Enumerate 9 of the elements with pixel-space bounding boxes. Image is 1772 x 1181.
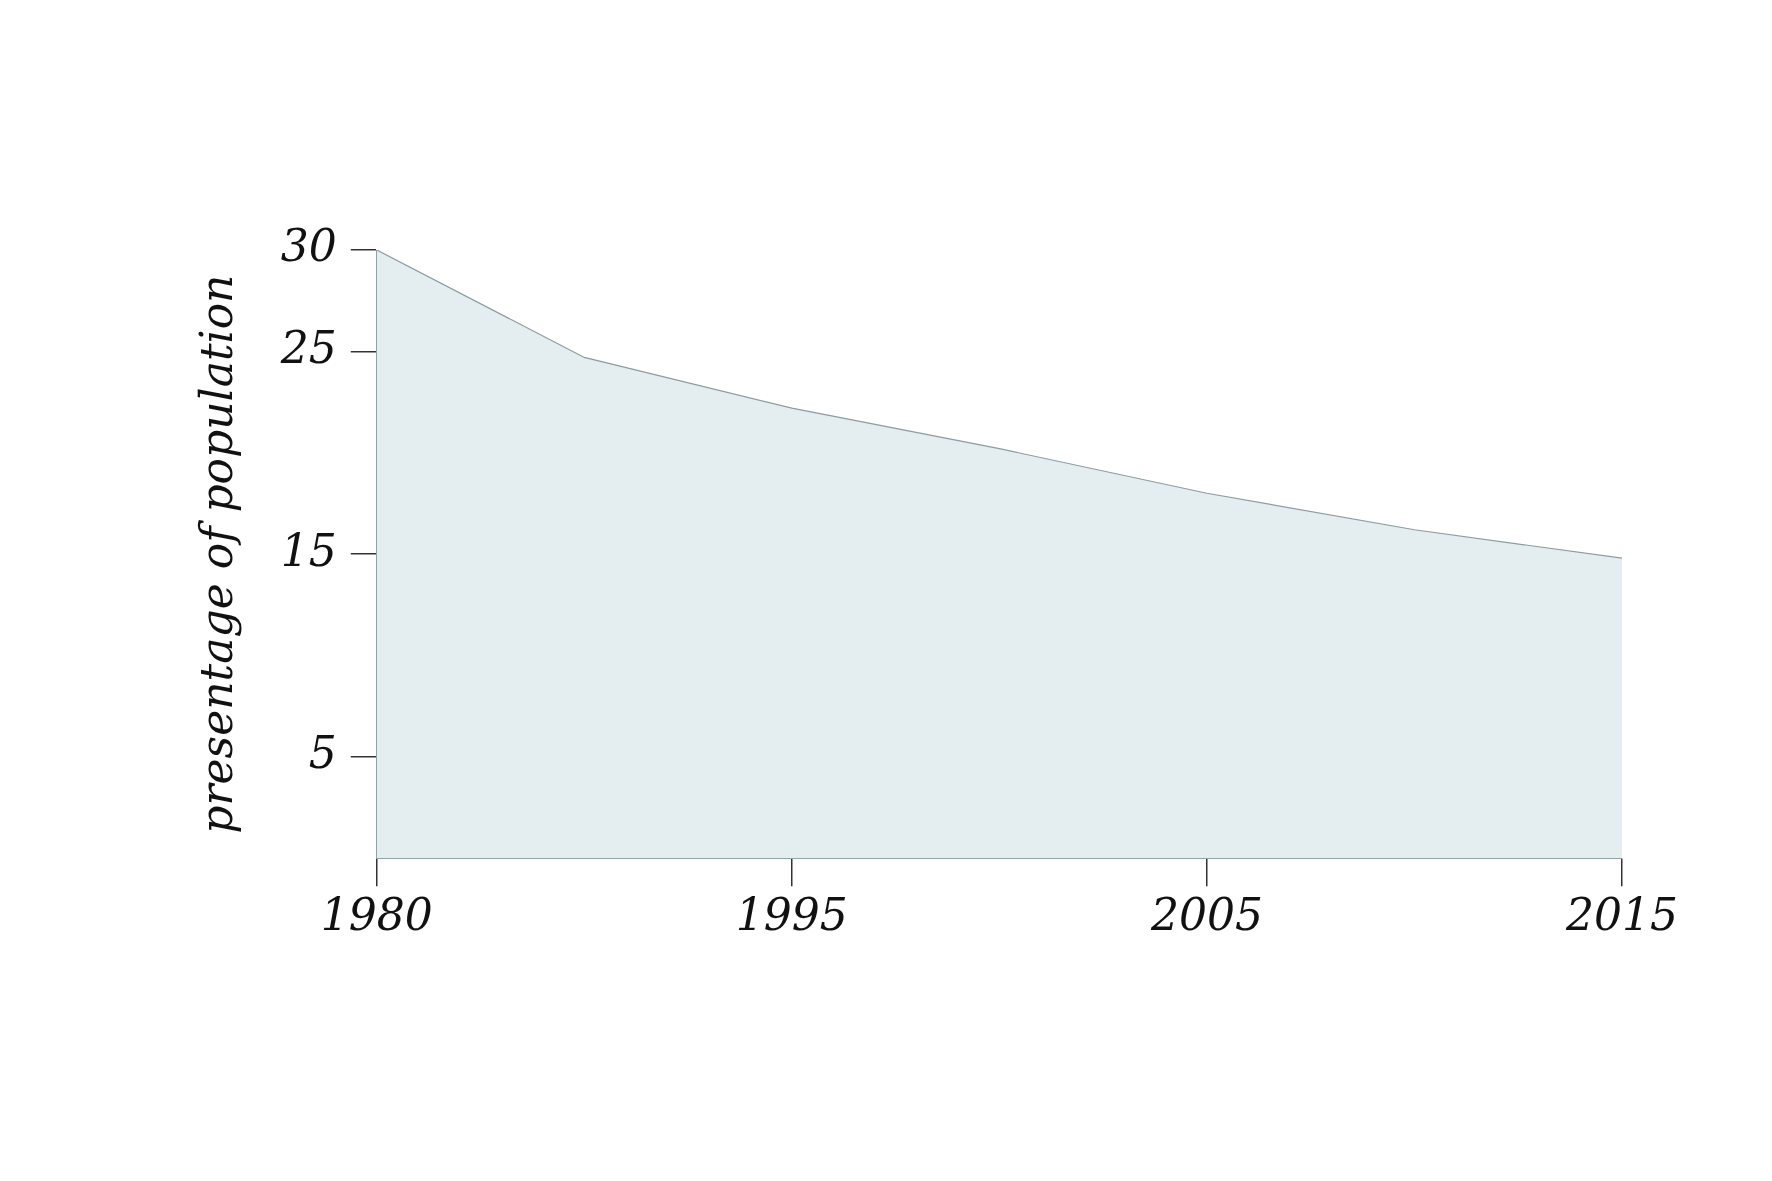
x-tick-label: 1980 xyxy=(320,889,433,941)
x-tick-label: 2015 xyxy=(1565,889,1678,941)
y-tick-label: 15 xyxy=(280,524,337,576)
y-tick-label: 25 xyxy=(279,321,337,373)
y-axis-title: presentage of population xyxy=(190,274,242,834)
x-tick-label: 2005 xyxy=(1149,889,1263,941)
y-tick-label: 5 xyxy=(308,727,337,779)
y-tick-label: 30 xyxy=(280,220,337,272)
x-tick-label: 1995 xyxy=(735,889,848,941)
